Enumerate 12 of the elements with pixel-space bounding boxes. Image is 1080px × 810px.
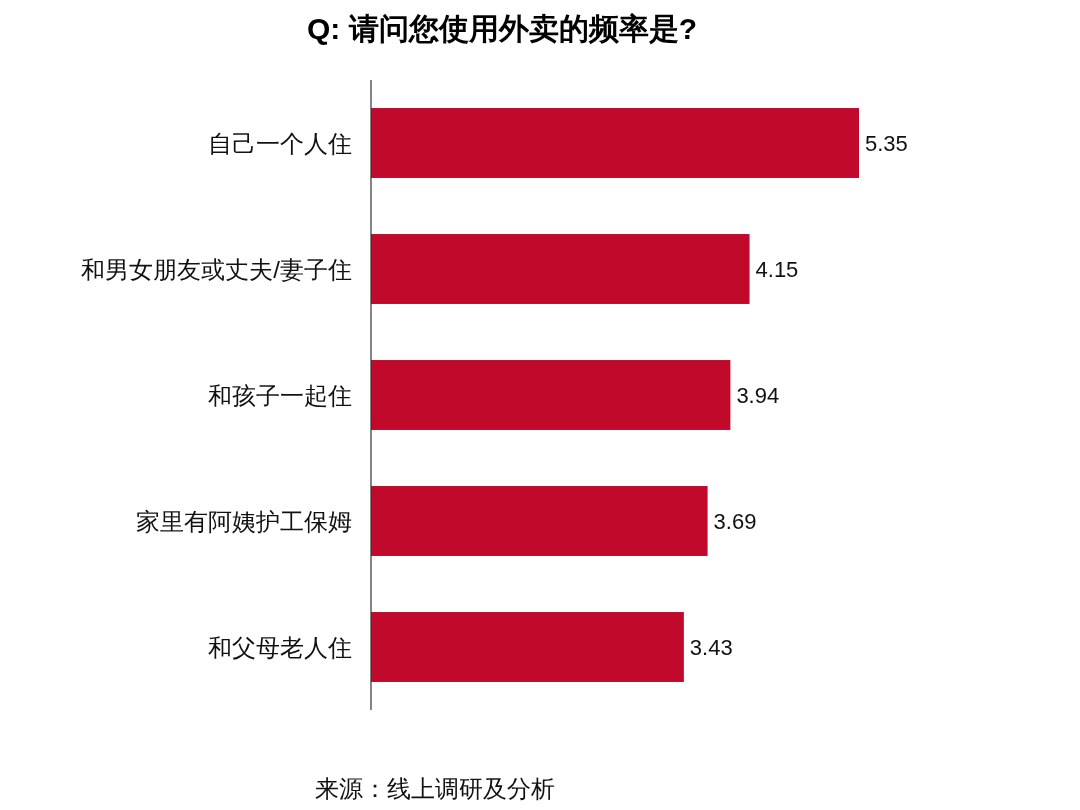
category-label: 家里有阿姨护工保姆 (136, 507, 352, 535)
title: Q: 请问您使用外卖的频率是? (307, 12, 697, 45)
category-label: 和父母老人住 (208, 633, 352, 661)
category-label: 自己一个人住 (208, 129, 352, 157)
category-label: 和男女朋友或丈夫/妻子住 (81, 255, 352, 283)
data-label: 4.15 (755, 256, 799, 282)
data-label: 3.94 (736, 382, 780, 408)
data-label: 3.69 (713, 508, 757, 534)
data-label: 5.35 (865, 130, 908, 156)
category-label: 和孩子一起住 (208, 381, 352, 409)
data-label: 3.43 (689, 634, 733, 660)
annotation: 来源：线上调研及分析 (315, 775, 555, 802)
